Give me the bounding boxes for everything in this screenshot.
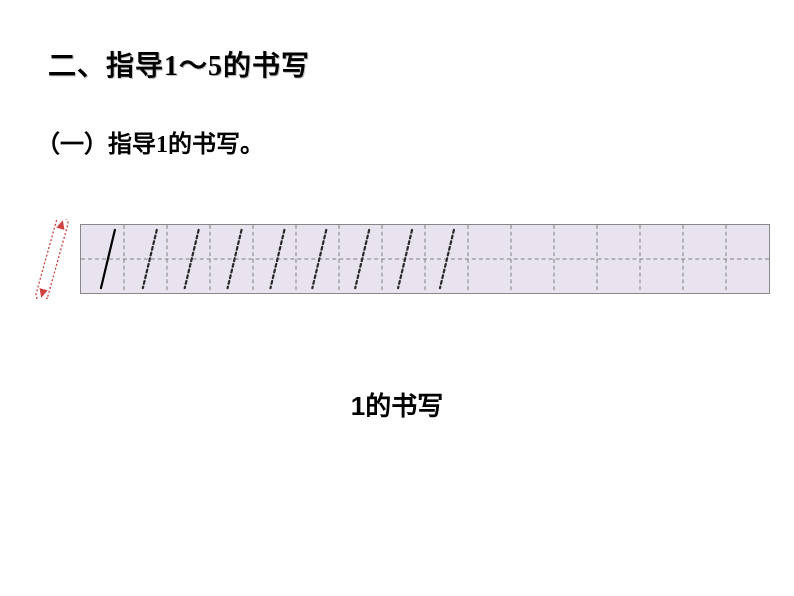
practice-caption: 1的书写 — [0, 386, 794, 423]
stroke-guide-icon — [30, 219, 74, 299]
writing-practice-area — [30, 218, 770, 300]
stroke-direction-guide — [30, 219, 74, 299]
writing-grid — [80, 224, 770, 294]
grid-lines — [81, 225, 769, 293]
section-heading: 二、指导1～5的书写 — [48, 44, 310, 84]
subsection-heading: （一）指导1的书写。 — [36, 124, 264, 159]
